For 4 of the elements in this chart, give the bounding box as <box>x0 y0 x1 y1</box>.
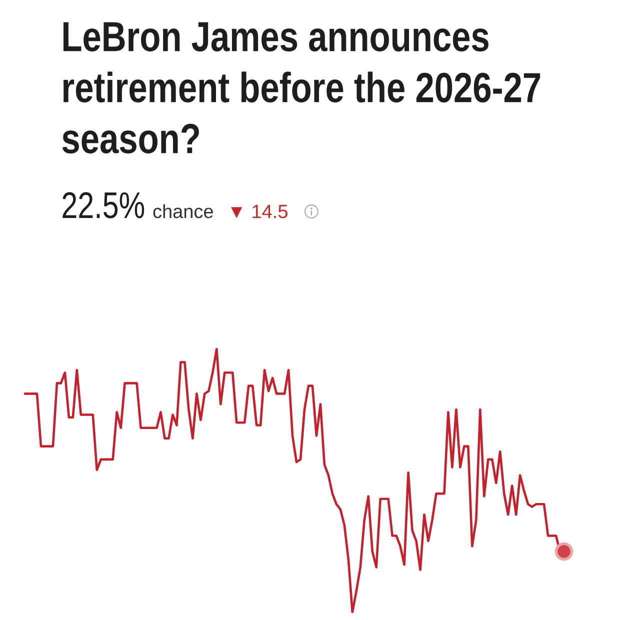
chart-title: LeBron James announces retirement before the 2026-27 season? <box>62 22 540 154</box>
text: chance <box>153 204 213 218</box>
text: 22.5% <box>62 192 144 218</box>
text: ▼ 14.5 <box>231 204 288 218</box>
